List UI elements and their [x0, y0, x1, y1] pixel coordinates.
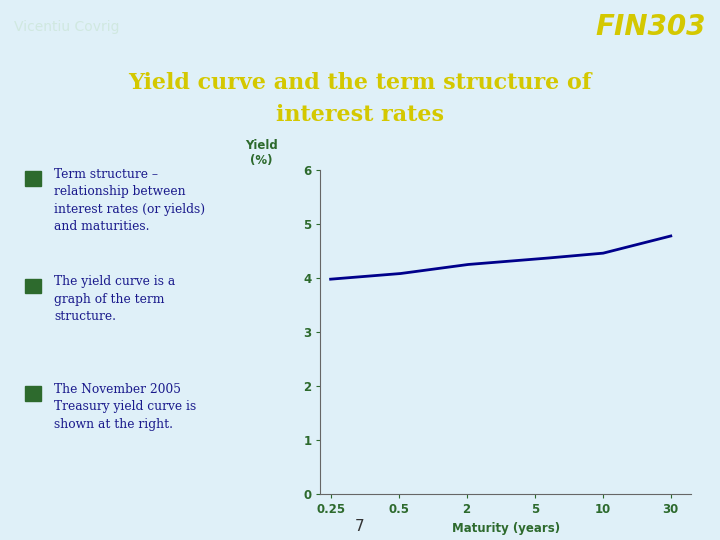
Text: The yield curve is a
graph of the term
structure.: The yield curve is a graph of the term s… [54, 275, 175, 323]
Text: Vicentiu Covrig: Vicentiu Covrig [14, 19, 120, 33]
Text: Term structure –
relationship between
interest rates (or yields)
and maturities.: Term structure – relationship between in… [54, 167, 205, 233]
FancyBboxPatch shape [25, 386, 41, 401]
Text: The November 2005
Treasury yield curve is
shown at the right.: The November 2005 Treasury yield curve i… [54, 383, 197, 430]
Text: 7: 7 [355, 518, 365, 534]
Text: interest rates: interest rates [276, 104, 444, 126]
X-axis label: Maturity (years): Maturity (years) [451, 522, 560, 535]
Y-axis label: Yield
(%): Yield (%) [245, 139, 277, 167]
FancyBboxPatch shape [25, 171, 41, 186]
Text: Yield curve and the term structure of: Yield curve and the term structure of [128, 72, 592, 94]
FancyBboxPatch shape [25, 279, 41, 293]
Text: FIN303: FIN303 [595, 12, 706, 40]
